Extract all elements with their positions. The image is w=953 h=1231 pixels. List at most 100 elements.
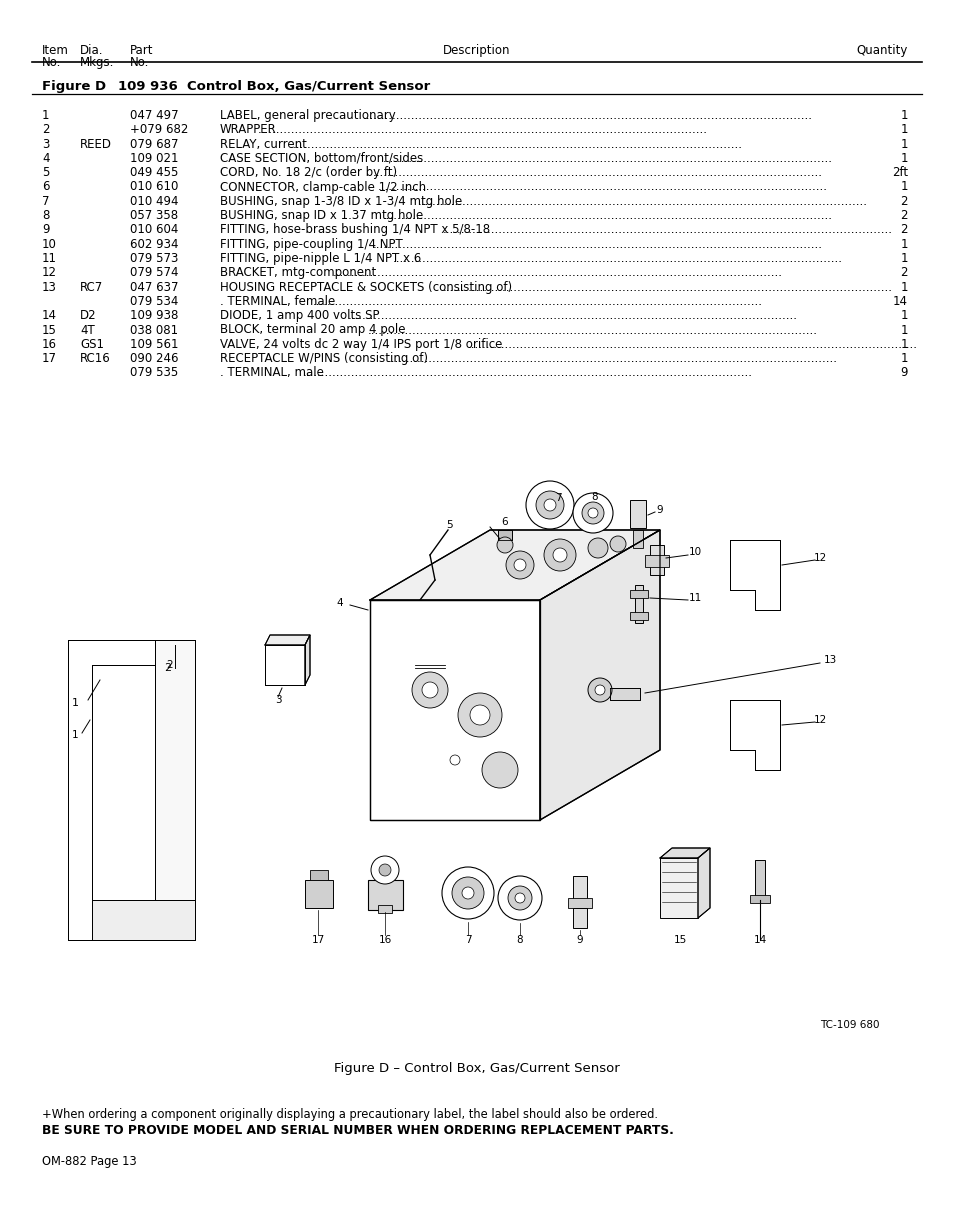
Bar — [368, 880, 402, 910]
Text: RECEPTACLE W/PINS (consisting of): RECEPTACLE W/PINS (consisting of) — [220, 352, 428, 366]
Text: 109 938: 109 938 — [130, 309, 178, 323]
Text: Dia.: Dia. — [80, 44, 103, 57]
Text: 9: 9 — [656, 505, 662, 515]
Bar — [635, 585, 642, 623]
Text: 6: 6 — [42, 181, 50, 193]
Text: 010 604: 010 604 — [130, 223, 178, 236]
Polygon shape — [68, 640, 154, 940]
Text: ................................................................................: ........................................… — [417, 194, 867, 208]
Text: Item: Item — [42, 44, 69, 57]
Circle shape — [505, 551, 534, 579]
Text: OM-882 Page 13: OM-882 Page 13 — [42, 1155, 136, 1168]
Text: ................................................................................: ........................................… — [373, 166, 822, 180]
Text: REED: REED — [80, 138, 112, 150]
Circle shape — [543, 499, 556, 511]
Text: BLOCK, terminal 20 amp 4 pole: BLOCK, terminal 20 amp 4 pole — [220, 324, 405, 336]
Text: LABEL, general precautionary: LABEL, general precautionary — [220, 110, 395, 122]
Text: WRAPPER: WRAPPER — [220, 123, 276, 137]
Text: 079 534: 079 534 — [130, 295, 178, 308]
Text: 109 021: 109 021 — [130, 151, 178, 165]
Polygon shape — [659, 848, 709, 858]
Polygon shape — [609, 688, 639, 700]
Text: 1: 1 — [900, 281, 907, 294]
Text: 1: 1 — [900, 181, 907, 193]
Text: 109 936: 109 936 — [118, 80, 177, 94]
Text: 2: 2 — [900, 266, 907, 279]
Bar — [629, 500, 645, 528]
Text: 1: 1 — [900, 123, 907, 137]
Text: 079 574: 079 574 — [130, 266, 178, 279]
Circle shape — [587, 678, 612, 702]
Text: 7: 7 — [464, 936, 471, 945]
Circle shape — [515, 892, 524, 904]
Text: 7: 7 — [554, 492, 560, 503]
Circle shape — [497, 537, 513, 553]
Text: CONNECTOR, clamp-cable 1/2 inch: CONNECTOR, clamp-cable 1/2 inch — [220, 181, 426, 193]
Text: 3: 3 — [274, 696, 281, 705]
Circle shape — [525, 481, 574, 529]
Text: +When ordering a component originally displaying a precautionary label, the labe: +When ordering a component originally di… — [42, 1108, 658, 1121]
Text: 047 637: 047 637 — [130, 281, 178, 294]
Text: 1: 1 — [71, 730, 78, 740]
Text: Control Box, Gas/Current Sensor: Control Box, Gas/Current Sensor — [187, 80, 430, 94]
Text: 057 358: 057 358 — [130, 209, 178, 222]
Text: BRACKET, mtg-component: BRACKET, mtg-component — [220, 266, 375, 279]
Bar — [567, 897, 592, 908]
Text: 2: 2 — [42, 123, 50, 137]
Text: ................................................................................: ........................................… — [333, 266, 782, 279]
Circle shape — [461, 888, 474, 899]
Text: 1: 1 — [42, 110, 50, 122]
Text: 1: 1 — [900, 252, 907, 265]
Circle shape — [470, 705, 490, 725]
Text: 8: 8 — [517, 936, 523, 945]
Bar — [573, 876, 586, 901]
Text: 12: 12 — [813, 553, 825, 563]
Text: 1: 1 — [900, 238, 907, 251]
Bar — [377, 905, 392, 913]
Text: 2ft: 2ft — [891, 166, 907, 180]
Text: FITTING, pipe-nipple L 1/4 NPT x 6: FITTING, pipe-nipple L 1/4 NPT x 6 — [220, 252, 421, 265]
Polygon shape — [698, 848, 709, 918]
Circle shape — [452, 876, 483, 908]
Text: 17: 17 — [311, 936, 324, 945]
Circle shape — [481, 752, 517, 788]
Text: 1: 1 — [900, 352, 907, 366]
Circle shape — [514, 559, 525, 571]
Text: ................................................................................: ........................................… — [393, 252, 842, 265]
Text: No.: No. — [42, 55, 61, 69]
Text: 16: 16 — [378, 936, 392, 945]
Circle shape — [587, 538, 607, 558]
Polygon shape — [370, 531, 659, 599]
Text: . TERMINAL, female: . TERMINAL, female — [220, 295, 335, 308]
Text: 6: 6 — [501, 517, 508, 527]
Text: 9: 9 — [576, 936, 582, 945]
Text: 12: 12 — [813, 715, 825, 725]
Text: 14: 14 — [892, 295, 907, 308]
Text: 079 573: 079 573 — [130, 252, 178, 265]
Text: 1: 1 — [900, 138, 907, 150]
Text: ................................................................................: ........................................… — [382, 151, 832, 165]
Circle shape — [457, 693, 501, 737]
Text: ................................................................................: ........................................… — [442, 223, 892, 236]
Bar — [573, 908, 586, 928]
Text: 13: 13 — [42, 281, 57, 294]
Text: 1: 1 — [900, 309, 907, 323]
Text: 1: 1 — [900, 324, 907, 336]
Text: 4: 4 — [42, 151, 50, 165]
Circle shape — [553, 548, 566, 563]
Text: 16: 16 — [42, 337, 57, 351]
Text: 090 246: 090 246 — [130, 352, 178, 366]
Text: VALVE, 24 volts dc 2 way 1/4 IPS port 1/8 orifice: VALVE, 24 volts dc 2 way 1/4 IPS port 1/… — [220, 337, 502, 351]
Text: 010 494: 010 494 — [130, 194, 178, 208]
Text: 9: 9 — [42, 223, 50, 236]
Text: Figure D: Figure D — [42, 80, 106, 94]
Text: +079 682: +079 682 — [130, 123, 188, 137]
Text: 11: 11 — [688, 593, 700, 603]
Polygon shape — [539, 531, 659, 820]
Polygon shape — [265, 635, 310, 645]
Text: 5: 5 — [446, 519, 453, 531]
Text: Figure D – Control Box, Gas/Current Sensor: Figure D – Control Box, Gas/Current Sens… — [334, 1062, 619, 1075]
Text: RC16: RC16 — [80, 352, 111, 366]
Circle shape — [421, 682, 437, 698]
Text: 109 561: 109 561 — [130, 337, 178, 351]
